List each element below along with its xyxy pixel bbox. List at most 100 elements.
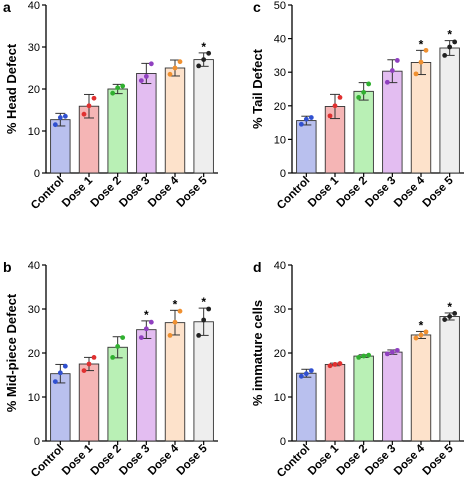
chart-panel-b: b% Mid-piece Defect010203040ControlDose … bbox=[3, 259, 218, 480]
data-point bbox=[332, 103, 338, 109]
y-tick-label: 30 bbox=[274, 304, 286, 316]
bar bbox=[136, 329, 157, 442]
data-point bbox=[91, 95, 97, 101]
data-point bbox=[196, 333, 202, 338]
x-category-label: Control bbox=[275, 175, 312, 212]
bar bbox=[107, 88, 128, 174]
data-point bbox=[452, 39, 458, 45]
y-tick-label: 40 bbox=[28, 0, 40, 12]
data-point bbox=[366, 352, 372, 358]
x-category-label: Dose 5 bbox=[175, 174, 211, 210]
bar bbox=[164, 67, 186, 174]
data-point bbox=[91, 355, 97, 360]
data-point bbox=[356, 355, 362, 360]
bar bbox=[136, 73, 157, 174]
data-point bbox=[452, 311, 458, 316]
y-tick-label: 10 bbox=[274, 134, 286, 146]
significance-marker: * bbox=[447, 300, 452, 314]
data-point bbox=[298, 373, 304, 379]
data-point bbox=[337, 361, 343, 366]
data-point bbox=[177, 59, 183, 65]
data-point bbox=[86, 361, 92, 367]
data-point bbox=[167, 71, 173, 77]
x-category-label: Dose 1 bbox=[60, 174, 96, 210]
data-point bbox=[206, 306, 212, 312]
data-point bbox=[196, 63, 202, 69]
data-point bbox=[148, 61, 154, 67]
bar bbox=[296, 120, 317, 174]
panel-letter: b bbox=[3, 259, 12, 275]
data-point bbox=[115, 85, 121, 91]
y-tick-label: 20 bbox=[28, 348, 40, 360]
data-point bbox=[303, 371, 309, 377]
data-point bbox=[327, 113, 333, 119]
data-point bbox=[148, 319, 154, 325]
panel-letter: a bbox=[3, 0, 11, 15]
data-point bbox=[418, 332, 424, 338]
bar bbox=[439, 47, 460, 174]
data-point bbox=[52, 379, 58, 384]
data-point bbox=[423, 47, 429, 53]
x-category-label: Dose 3 bbox=[117, 443, 152, 478]
data-point bbox=[143, 326, 149, 332]
y-tick-label: 30 bbox=[28, 42, 40, 54]
y-axis-title: % Tail Defect bbox=[250, 48, 265, 129]
x-category-label: Dose 1 bbox=[306, 442, 342, 478]
x-category-label: Control bbox=[29, 443, 66, 480]
bar bbox=[193, 321, 214, 442]
x-category-label: Dose 4 bbox=[392, 442, 428, 478]
y-axis-title: % Head Defect bbox=[4, 43, 19, 134]
x-category-label: Dose 4 bbox=[146, 442, 182, 478]
bar bbox=[353, 90, 374, 174]
data-point bbox=[308, 115, 314, 120]
data-point bbox=[201, 57, 207, 62]
significance-marker: * bbox=[201, 40, 206, 54]
bar bbox=[50, 373, 71, 442]
y-axis-title: % immature cells bbox=[250, 300, 265, 406]
x-category-label: Dose 1 bbox=[306, 174, 342, 210]
y-tick-label: 40 bbox=[274, 34, 286, 46]
data-point bbox=[172, 65, 178, 71]
x-category-label: Dose 2 bbox=[89, 175, 124, 210]
data-point bbox=[389, 349, 395, 355]
x-category-label: Dose 5 bbox=[421, 174, 457, 210]
significance-marker: * bbox=[419, 318, 424, 332]
data-point bbox=[138, 335, 144, 340]
y-tick-label: 20 bbox=[274, 101, 286, 113]
data-point bbox=[81, 368, 87, 373]
y-tick-label: 0 bbox=[34, 168, 40, 180]
data-point bbox=[172, 319, 178, 325]
data-point bbox=[447, 314, 453, 319]
data-point bbox=[143, 74, 149, 79]
data-point bbox=[138, 78, 144, 83]
x-category-label: Dose 2 bbox=[89, 443, 124, 478]
data-point bbox=[384, 351, 390, 357]
bar bbox=[439, 316, 460, 442]
data-point bbox=[62, 113, 68, 119]
y-tick-label: 10 bbox=[274, 392, 286, 404]
data-point bbox=[337, 95, 343, 100]
x-category-label: Control bbox=[275, 443, 312, 480]
data-point bbox=[366, 81, 372, 87]
bar bbox=[107, 346, 128, 442]
bar bbox=[164, 322, 186, 442]
x-category-label: Dose 3 bbox=[117, 175, 152, 210]
data-point bbox=[52, 122, 58, 128]
y-tick-label: 40 bbox=[28, 260, 40, 272]
data-point bbox=[418, 59, 424, 65]
bar bbox=[324, 363, 346, 442]
data-point bbox=[423, 329, 429, 335]
x-category-label: Dose 2 bbox=[335, 175, 370, 210]
significance-marker: * bbox=[173, 297, 178, 311]
x-category-label: Dose 4 bbox=[392, 174, 428, 210]
y-tick-label: 20 bbox=[28, 84, 40, 96]
data-point bbox=[361, 353, 367, 359]
data-point bbox=[389, 68, 395, 73]
data-point bbox=[442, 317, 448, 322]
data-point bbox=[167, 333, 173, 338]
significance-marker: * bbox=[419, 37, 424, 51]
x-category-label: Dose 4 bbox=[146, 174, 182, 210]
data-point bbox=[361, 89, 367, 95]
